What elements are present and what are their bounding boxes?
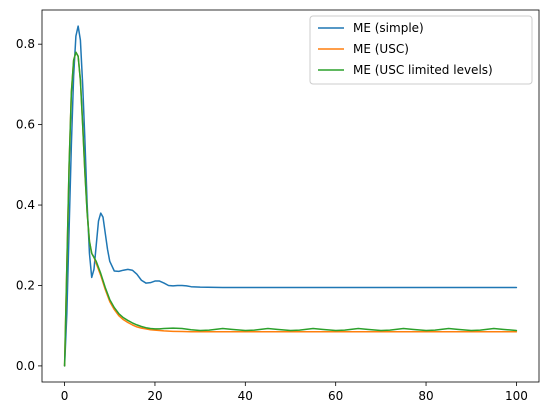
- y-tick-label: 0.8: [16, 37, 35, 51]
- legend-items: ME (simple) ME (USC) ME (USC limited level…: [318, 21, 493, 77]
- series-line-1: [63, 25, 518, 367]
- legend-label-3: ME (USC limited levels): [353, 63, 493, 77]
- series-line-3: [63, 51, 518, 367]
- plot-frame: [41, 9, 540, 383]
- y-tick-label: 0.6: [16, 118, 35, 132]
- legend-box: [309, 15, 533, 85]
- legend-label-2: ME (USC): [353, 42, 409, 56]
- y-axis: 0.0 0.2 0.4 0.6 0.8: [16, 37, 42, 373]
- x-tick-label: 100: [505, 389, 528, 403]
- legend-label-1: ME (simple): [353, 21, 424, 35]
- x-tick-label: 40: [238, 389, 253, 403]
- y-tick-label: 0.0: [16, 359, 35, 373]
- x-tick-label: 60: [328, 389, 343, 403]
- legend: ME (simple) ME (USC) ME (USC limited level…: [309, 15, 533, 85]
- y-tick-label: 0.2: [16, 278, 35, 292]
- x-axis: 0 20 40 60 80 100: [61, 382, 528, 403]
- y-tick-label: 0.4: [16, 198, 35, 212]
- x-tick-label: 0: [61, 389, 69, 403]
- x-tick-label: 20: [147, 389, 162, 403]
- series-layer: [63, 25, 518, 367]
- x-tick-label: 80: [418, 389, 433, 403]
